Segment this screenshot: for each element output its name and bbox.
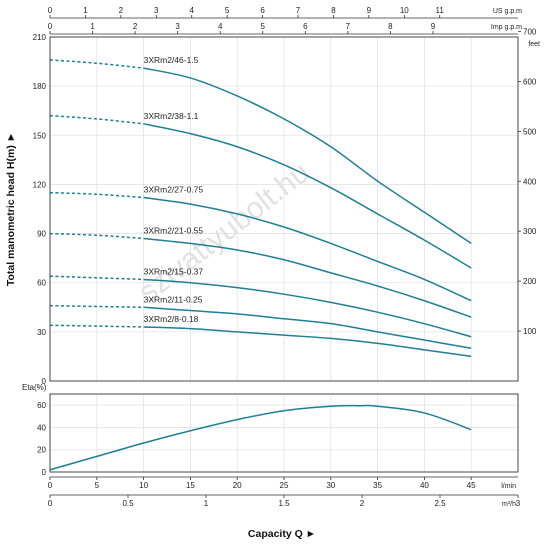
head-y-tick-label: 180 — [33, 82, 47, 91]
top-axis-unit-label: Imp g.p.m — [491, 24, 522, 31]
capacity-axis-title: Capacity Q ► — [248, 528, 316, 540]
lmin-axis-tick-label: 25 — [280, 481, 289, 490]
feet-axis-tick-label: 700 — [523, 27, 537, 36]
top-axis-tick-label: 1 — [83, 6, 88, 15]
lmin-axis-tick-label: 5 — [95, 481, 100, 490]
head-curve — [143, 326, 472, 358]
head-curve-dashed — [49, 191, 144, 199]
lmin-axis-tick-label: 40 — [420, 481, 429, 490]
head-plot-frame — [49, 36, 519, 382]
curve-label: 3XRm2/38-1.1 — [144, 111, 199, 121]
head-curve-dashed — [49, 324, 144, 328]
top-axis-tick-label: 3 — [154, 6, 159, 15]
curve-label: 3XRm2/15-0.37 — [144, 266, 204, 276]
head-curve — [143, 278, 472, 338]
top-axis-tick-label: 11 — [436, 6, 445, 15]
m3h-axis-tick-label: 1 — [204, 499, 209, 508]
m3h-axis-tick-label: 0 — [48, 499, 53, 508]
eta-y-tick-label: 60 — [37, 401, 46, 410]
feet-axis-tick-label: 600 — [523, 77, 537, 86]
top-axis-tick-label: 2 — [133, 22, 138, 31]
lmin-axis-tick-label: 0 — [48, 481, 53, 490]
lmin-axis-tick-label: 20 — [233, 481, 242, 490]
head-y-tick-label: 90 — [37, 230, 46, 239]
lmin-unit-label: l/min — [501, 483, 516, 490]
head-curve — [143, 123, 472, 269]
head-axis-title: Total manometric head H(m) ► — [5, 132, 17, 286]
eta-axis-label: Eta(%) — [22, 383, 47, 392]
top-axis-tick-label: 5 — [261, 22, 266, 31]
top-axis-tick-label: 5 — [225, 6, 230, 15]
head-y-tick-label: 150 — [33, 131, 47, 140]
head-y-tick-label: 120 — [33, 180, 47, 189]
top-axis-tick-label: 10 — [400, 6, 409, 15]
top-axis-tick-label: 6 — [260, 6, 265, 15]
top-axis-tick-label: 4 — [189, 6, 194, 15]
head-curve — [143, 196, 472, 302]
top-axis-tick-label: 9 — [431, 22, 436, 31]
top-axis-tick-label: 7 — [296, 6, 301, 15]
top-axis-tick-label: 0 — [48, 22, 53, 31]
head-y-tick-label: 60 — [37, 279, 46, 288]
top-axis-tick-label: 8 — [331, 6, 336, 15]
m3h-axis-tick-label: 2 — [360, 499, 365, 508]
feet-axis-tick-label: 200 — [523, 277, 537, 286]
curve-label: 3XRm2/11-0.25 — [144, 294, 203, 304]
lmin-axis-tick-label: 35 — [373, 481, 382, 490]
curve-label: 3XRm2/8-0.18 — [144, 314, 199, 324]
m3h-axis-tick-label: 0.5 — [122, 499, 134, 508]
top-axis-tick-label: 1 — [90, 22, 95, 31]
top-axis-tick-label: 4 — [218, 22, 223, 31]
head-y-tick-label: 30 — [37, 328, 46, 337]
head-y-tick-label: 210 — [33, 33, 47, 42]
efficiency-curve — [49, 404, 472, 471]
feet-axis-tick-label: 500 — [523, 127, 537, 136]
m3h-unit-label: m³/h — [502, 501, 516, 508]
head-curve — [143, 67, 472, 245]
feet-axis-tick-label: 400 — [523, 177, 537, 186]
lmin-axis-tick-label: 30 — [326, 481, 335, 490]
head-curve — [143, 306, 472, 349]
top-axis-tick-label: 7 — [346, 22, 351, 31]
top-axis-tick-label: 9 — [367, 6, 372, 15]
head-y-tick-label: 0 — [42, 377, 47, 386]
head-curve — [143, 237, 472, 318]
top-axis-tick-label: 2 — [119, 6, 124, 15]
lmin-axis-tick-label: 10 — [139, 481, 148, 490]
top-axis-tick-label: 0 — [48, 6, 53, 15]
eta-plot-frame — [49, 393, 519, 473]
curve-label: 3XRm2/21-0.55 — [144, 225, 204, 235]
feet-axis-unit-label: feet — [528, 41, 540, 48]
lmin-axis-tick-label: 45 — [467, 481, 476, 490]
top-axis-tick-label: 6 — [303, 22, 308, 31]
m3h-axis-tick-label: 2.5 — [434, 499, 446, 508]
top-axis-unit-label: US g.p.m — [493, 8, 522, 15]
feet-axis-tick-label: 300 — [523, 227, 537, 236]
head-curve-dashed — [49, 304, 144, 309]
head-curve-dashed — [49, 114, 144, 125]
eta-y-tick-label: 40 — [37, 423, 46, 432]
eta-y-tick-label: 0 — [42, 468, 47, 477]
head-curve-dashed — [49, 275, 144, 281]
top-axis-tick-label: 3 — [175, 22, 180, 31]
m3h-axis-tick-label: 3 — [516, 499, 521, 508]
top-axis-tick-label: 8 — [388, 22, 393, 31]
head-curve-dashed — [49, 232, 144, 240]
head-curve-dashed — [49, 59, 144, 69]
feet-axis-tick-label: 100 — [523, 327, 537, 336]
eta-y-tick-label: 20 — [37, 446, 46, 455]
curve-label: 3XRm2/27-0.75 — [144, 185, 204, 195]
curve-label: 3XRm2/46-1.5 — [144, 55, 199, 65]
lmin-axis-tick-label: 15 — [186, 481, 195, 490]
m3h-axis-tick-label: 1.5 — [278, 499, 290, 508]
